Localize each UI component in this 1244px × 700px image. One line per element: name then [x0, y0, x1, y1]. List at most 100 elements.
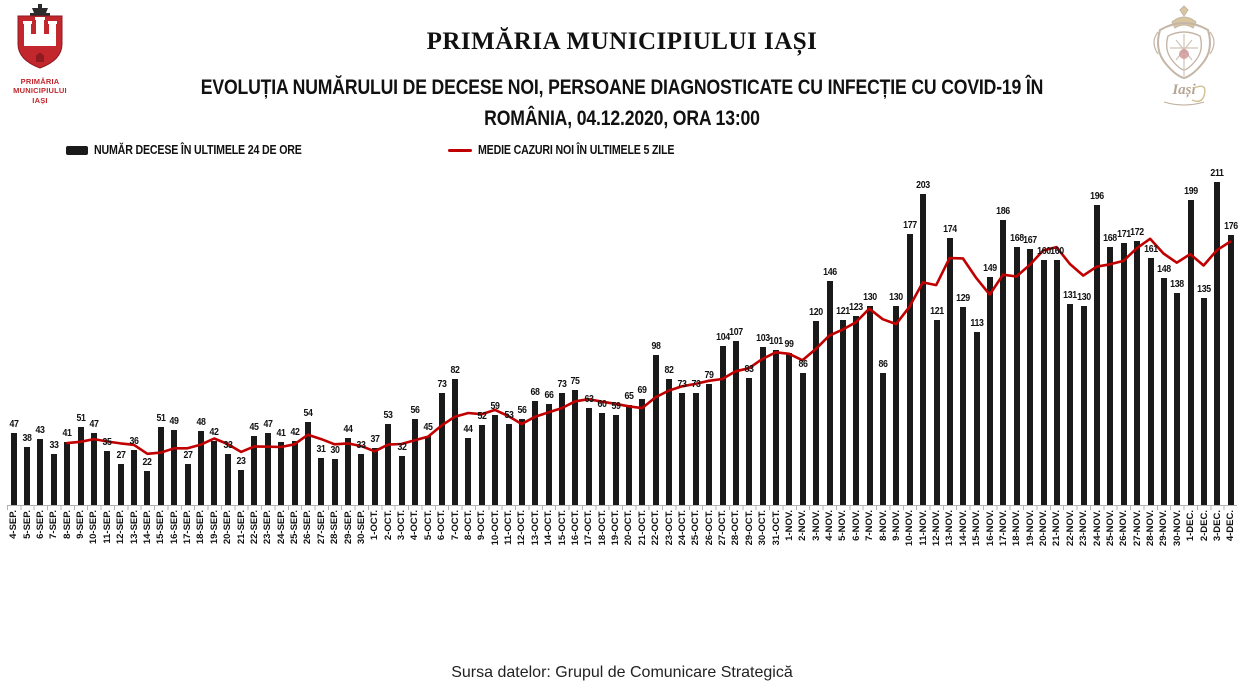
- x-axis-label: 24-OCT.: [676, 510, 688, 546]
- x-axis-tick: 13-OCT.: [529, 506, 542, 570]
- bar: [799, 373, 806, 505]
- bar-value-label: 54: [303, 408, 313, 420]
- x-axis-tick: 9-NOV.: [890, 506, 903, 570]
- x-axis-tick: 25-SEP.: [288, 506, 301, 570]
- bar-slot: 33: [355, 160, 368, 505]
- x-axis-tick: 5-NOV.: [836, 506, 849, 570]
- x-axis-label: 23-OCT.: [663, 510, 675, 546]
- bar-slot: 82: [662, 160, 675, 505]
- bar-slot: 160: [1050, 160, 1064, 505]
- bar-slot: 47: [261, 160, 274, 505]
- bar-value-label: 69: [637, 385, 647, 397]
- x-axis-label: 13-NOV.: [944, 510, 956, 547]
- bar: [880, 373, 887, 505]
- bar: [1094, 204, 1101, 505]
- x-axis-label: 19-OCT.: [610, 510, 622, 546]
- bar: [746, 377, 753, 505]
- x-axis-tick: 4-DEC.: [1224, 506, 1237, 570]
- x-axis-label: 20-OCT.: [623, 510, 635, 546]
- x-axis-label: 22-SEP.: [248, 510, 260, 545]
- bar-slot: 51: [74, 160, 87, 505]
- bar: [612, 414, 619, 505]
- bar: [706, 383, 713, 505]
- bar: [625, 405, 632, 505]
- x-axis-label: 13-OCT.: [529, 510, 541, 546]
- bar: [652, 354, 659, 505]
- bar: [90, 432, 97, 505]
- x-axis-tick: 20-NOV.: [1037, 506, 1050, 570]
- bar-slot: 30: [328, 160, 341, 505]
- x-axis-tick: 14-OCT.: [542, 506, 555, 570]
- x-axis-label: 2-OCT.: [382, 510, 394, 541]
- bar: [1080, 305, 1087, 505]
- x-axis-tick: 2-DEC.: [1197, 506, 1210, 570]
- bar-slot: 27: [114, 160, 127, 505]
- bar-slot: 27: [181, 160, 194, 505]
- bar-slot: 172: [1130, 160, 1144, 505]
- bar-slot: 68: [529, 160, 542, 505]
- bar: [24, 446, 31, 505]
- bar-slot: 121: [836, 160, 850, 505]
- bar-slot: 53: [382, 160, 395, 505]
- bar: [131, 449, 138, 505]
- x-axis-label: 24-SEP.: [275, 510, 287, 545]
- bar-slot: 149: [983, 160, 997, 505]
- bar-value-label: 31: [316, 443, 326, 455]
- bar-slot: 51: [154, 160, 167, 505]
- legend-item-deaths: NUMĂR DECESE ÎN ULTIMELE 24 DE ORE: [66, 143, 338, 157]
- x-axis-tick: 4-OCT.: [408, 506, 421, 570]
- iasi-crest-watermark-icon: Iași: [1138, 2, 1230, 110]
- x-axis-label: 25-SEP.: [289, 510, 301, 545]
- bar: [50, 454, 57, 505]
- bar-value-label: 45: [249, 422, 259, 433]
- bar-slot: 107: [729, 160, 743, 505]
- bar: [331, 459, 338, 505]
- x-axis-label: 14-OCT.: [543, 510, 555, 546]
- bar: [184, 463, 191, 505]
- x-axis-tick: 2-OCT.: [382, 506, 395, 570]
- bar-value-label: 33: [49, 440, 59, 452]
- bar: [906, 233, 913, 505]
- bar-slot: 33: [221, 160, 234, 505]
- x-axis-tick: 6-NOV.: [850, 506, 863, 570]
- x-axis-tick: 6-OCT.: [435, 506, 448, 570]
- bar: [1053, 259, 1060, 505]
- bar-value-label: 44: [343, 423, 353, 435]
- bar-value-label: 42: [290, 426, 300, 438]
- x-axis-label: 4-SEP.: [8, 510, 20, 539]
- bar: [425, 436, 432, 505]
- bar: [973, 331, 980, 505]
- legend-label-deaths: NUMĂR DECESE ÎN ULTIMELE 24 DE ORE: [94, 143, 302, 157]
- x-axis-label: 7-OCT.: [449, 510, 461, 541]
- bar-value-label: 121: [929, 305, 944, 317]
- x-axis-label: 3-DEC.: [1211, 510, 1223, 542]
- bar-value-label: 51: [76, 412, 86, 424]
- x-axis-tick: 3-DEC.: [1211, 506, 1224, 570]
- bar: [666, 379, 673, 505]
- x-axis-tick: 12-SEP.: [114, 506, 127, 570]
- x-axis-tick: 15-NOV.: [970, 506, 983, 570]
- bar-value-label: 49: [169, 415, 179, 427]
- bar-slot: 45: [422, 160, 435, 505]
- bar-value-label: 168: [1103, 233, 1118, 245]
- bar-value-label: 130: [1076, 291, 1091, 303]
- bar-value-label: 160: [1050, 245, 1064, 257]
- x-axis-tick: 4-NOV.: [823, 506, 836, 570]
- x-axis-label: 10-NOV.: [904, 510, 916, 547]
- bar-slot: 148: [1157, 160, 1171, 505]
- x-axis-label: 15-OCT.: [556, 510, 568, 546]
- x-axis-tick: 23-SEP.: [261, 506, 274, 570]
- bar-chart-plot-area: 47 38 43 33 41 51 47 35 27 36 22 51 49 27 48 42 33 23 45 47…: [7, 160, 1238, 505]
- bar-value-label: 199: [1183, 185, 1198, 197]
- x-axis-tick: 29-SEP.: [341, 506, 354, 570]
- x-axis-label: 9-NOV.: [890, 510, 902, 541]
- x-axis-tick: 30-NOV.: [1171, 506, 1184, 570]
- bar-slot: 86: [876, 160, 889, 505]
- bar-value-label: 27: [116, 449, 126, 461]
- x-axis-tick: 8-OCT.: [462, 506, 475, 570]
- x-axis-label: 10-SEP.: [88, 510, 100, 545]
- bar-slot: 45: [248, 160, 261, 505]
- bar: [318, 457, 325, 505]
- bar-slot: 130: [863, 160, 877, 505]
- bar-slot: 123: [849, 160, 863, 505]
